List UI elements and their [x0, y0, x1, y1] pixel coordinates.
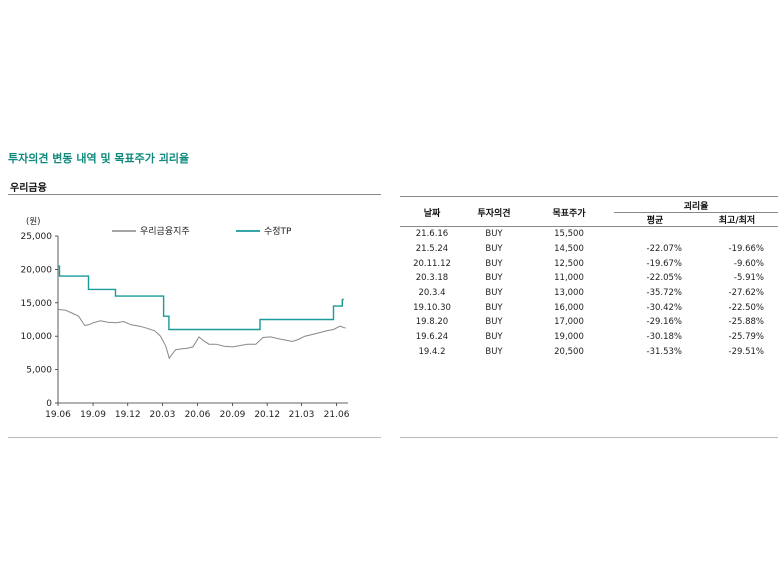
x-tick-label: 21.03 [289, 410, 315, 420]
divider-left-top [8, 194, 381, 195]
cell-target: 15,500 [554, 229, 584, 240]
cell-target: 12,500 [554, 258, 584, 269]
cell-avg: -35.72% [646, 288, 682, 299]
y-tick-label: 20,000 [21, 265, 53, 275]
x-tick-label: 19.06 [45, 410, 71, 420]
col-gap: 괴리율 [614, 199, 778, 213]
cell-target: 19,000 [554, 332, 584, 343]
cell-avg: -30.42% [646, 302, 682, 313]
x-tick-label: 20.09 [220, 410, 246, 420]
cell-opinion: BUY [485, 317, 503, 328]
cell-maxmin: -19.66% [728, 244, 764, 255]
series-line-target-price [58, 265, 344, 331]
cell-date: 21.6.16 [415, 229, 449, 240]
cell-avg: -22.07% [646, 244, 682, 255]
header-divider [400, 226, 778, 227]
col-opinion: 투자의견 [477, 209, 511, 219]
x-tick-label: 20.03 [150, 410, 176, 420]
col-avg: 평균 [646, 216, 664, 226]
cell-avg: -22.05% [646, 273, 682, 284]
series-line-stock-price [57, 309, 346, 360]
cell-date: 19.4.2 [418, 346, 446, 357]
table-row: 20.3.18 BUY 11,000 -22.05% -5.91% [400, 271, 778, 286]
target-price-table: 날짜 투자의견 목표주가 괴리율 평균 최고/최저 21.6.16 BUY 15,5… [400, 199, 778, 359]
cell-target: 16,000 [554, 302, 584, 313]
cell-date: 21.5.24 [415, 244, 449, 255]
col-maxmin: 최고/최저 [718, 216, 756, 226]
table-row: 20.11.12 BUY 12,500 -19.67% -9.60% [400, 256, 778, 271]
cell-maxmin: -5.91% [733, 273, 764, 284]
cell-target: 20,500 [554, 346, 584, 357]
y-tick-label: 15,000 [21, 299, 53, 309]
cell-target: 17,000 [554, 317, 584, 328]
cell-opinion: BUY [485, 229, 503, 240]
cell-date: 20.3.18 [415, 273, 449, 284]
cell-avg [614, 227, 696, 242]
cell-date: 20.11.12 [413, 258, 451, 269]
x-tick-label: 21.06 [324, 410, 350, 420]
section-title: 투자의견 변동 내역 및 목표주가 괴리율 [8, 152, 190, 165]
cell-maxmin: -22.50% [728, 302, 764, 313]
cell-date: 20.3.4 [418, 288, 446, 299]
cell-opinion: BUY [485, 273, 503, 284]
cell-opinion: BUY [485, 346, 503, 357]
table-row: 19.8.20 BUY 17,000 -29.16% -25.88% [400, 315, 778, 330]
cell-avg: -30.18% [646, 332, 682, 343]
chart-axes: 0 5,000 10,000 15,000 20,000 25,000 19.06 19.09… [21, 232, 350, 420]
cell-maxmin: -29.51% [728, 346, 764, 357]
cell-opinion: BUY [485, 302, 503, 313]
cell-target: 11,000 [554, 273, 584, 284]
chart-legend: 우리금융지주 수정TP [112, 226, 292, 237]
cell-opinion: BUY [485, 258, 503, 269]
y-axis-label: (원) [26, 217, 40, 227]
col-target: 목표주가 [552, 209, 586, 219]
cell-target: 13,000 [554, 288, 584, 299]
cell-maxmin [696, 227, 778, 242]
table-row: 20.3.4 BUY 13,000 -35.72% -27.62% [400, 286, 778, 301]
divider-right-bottom [400, 437, 778, 438]
cell-opinion: BUY [485, 332, 503, 343]
x-tick-label: 20.12 [254, 410, 280, 420]
cell-avg: -29.16% [646, 317, 682, 328]
stock-price-chart: (원) 우리금융지주 수정TP 0 5,000 10,000 15,000 20,000 2… [21, 217, 350, 420]
y-tick-label: 25,000 [21, 232, 53, 242]
cell-target: 14,500 [554, 244, 584, 255]
chart-plot-area [57, 265, 346, 360]
cell-maxmin: -27.62% [728, 288, 764, 299]
divider-right-top [400, 196, 778, 197]
table-row: 21.5.24 BUY 14,500 -22.07% -19.66% [400, 242, 778, 257]
y-tick-label: 0 [46, 399, 52, 409]
table-row: 19.6.24 BUY 19,000 -30.18% -25.79% [400, 330, 778, 345]
cell-opinion: BUY [485, 288, 503, 299]
cell-date: 19.6.24 [415, 332, 449, 343]
x-tick-label: 19.09 [80, 410, 106, 420]
x-tick-label: 20.06 [185, 410, 211, 420]
table-row: 21.6.16 BUY 15,500 [400, 227, 778, 242]
y-tick-label: 5,000 [26, 366, 52, 376]
legend-label: 우리금융지주 [140, 226, 190, 237]
col-date: 날짜 [423, 209, 441, 219]
cell-maxmin: -25.88% [728, 317, 764, 328]
table-row: 19.10.30 BUY 16,000 -30.42% -22.50% [400, 300, 778, 315]
table-row: 19.4.2 BUY 20,500 -31.53% -29.51% [400, 345, 778, 360]
cell-avg: -31.53% [646, 346, 682, 357]
cell-date: 19.10.30 [413, 302, 451, 313]
divider-left-bottom [8, 437, 381, 438]
cell-maxmin: -25.79% [728, 332, 764, 343]
cell-date: 19.8.20 [415, 317, 449, 328]
x-tick-label: 19.12 [115, 410, 141, 420]
legend-label: 수정TP [264, 226, 292, 237]
y-tick-label: 10,000 [21, 332, 53, 342]
cell-avg: -19.67% [646, 258, 682, 269]
cell-opinion: BUY [485, 244, 503, 255]
company-name: 우리금융 [10, 183, 47, 194]
cell-maxmin: -9.60% [733, 258, 764, 269]
